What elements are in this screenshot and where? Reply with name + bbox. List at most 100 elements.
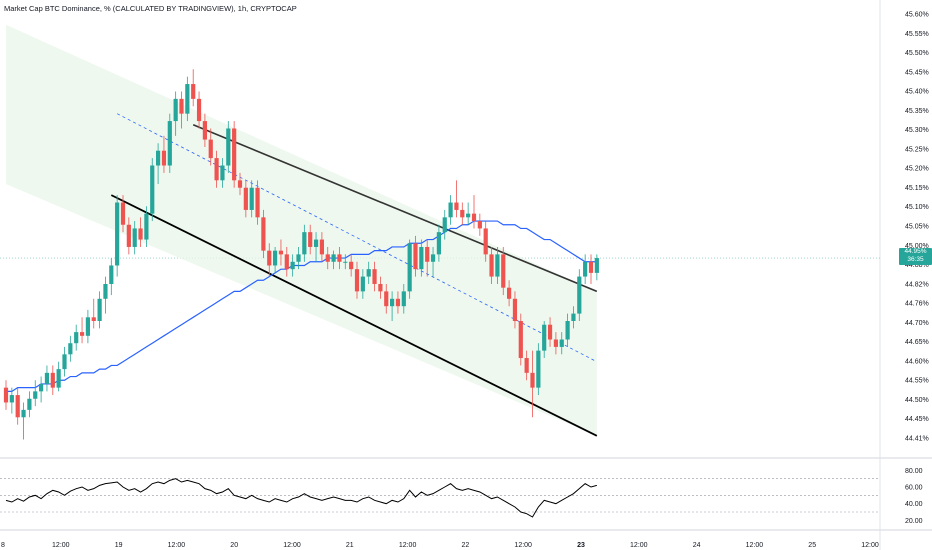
channel-fill xyxy=(6,24,597,436)
price-axis[interactable]: 45.60% 45.55% 45.50% 45.45% 45.40% 45.35% 45.3… xyxy=(905,12,929,525)
candle xyxy=(419,239,424,277)
candle-body xyxy=(15,395,20,418)
candle xyxy=(115,195,120,277)
candle-body xyxy=(243,187,248,210)
candle xyxy=(167,113,172,173)
candle xyxy=(237,172,243,196)
time-axis[interactable]: 8 12:00 19 12:00 20 12:00 21 12:00 22 12:00 23 12:0… xyxy=(1,542,879,549)
candle-body xyxy=(3,387,9,403)
candle-body xyxy=(542,324,547,351)
candle-body xyxy=(91,317,96,322)
candle-body xyxy=(583,261,588,277)
candle xyxy=(290,254,295,277)
candle-body xyxy=(530,372,535,388)
candle-body xyxy=(512,298,518,322)
candle-body xyxy=(56,369,61,388)
candle xyxy=(524,350,529,381)
candle-body xyxy=(284,254,289,270)
candle-body xyxy=(132,228,137,247)
candle-body xyxy=(261,217,266,251)
candle-body xyxy=(577,276,582,314)
candle xyxy=(33,380,38,407)
candle-body xyxy=(483,228,488,255)
candle-body xyxy=(495,254,500,277)
candle-body xyxy=(354,269,360,292)
candle-body xyxy=(115,202,120,266)
candle xyxy=(507,280,512,307)
candle-body xyxy=(68,343,73,355)
candle-body xyxy=(390,298,395,307)
candle xyxy=(103,276,108,314)
candle-body xyxy=(21,409,26,418)
candle-body xyxy=(337,254,342,262)
time-tick-label: 22 xyxy=(462,542,470,549)
time-tick-label: 24 xyxy=(693,542,701,549)
candle xyxy=(3,380,9,410)
candle xyxy=(202,113,207,147)
candle-body xyxy=(372,269,377,284)
candle xyxy=(571,306,576,329)
candle-body xyxy=(553,339,558,347)
candle xyxy=(273,246,278,273)
candle xyxy=(372,261,377,292)
price-tick-label: 45.45% xyxy=(905,69,929,76)
candle xyxy=(448,195,453,225)
candle xyxy=(179,91,184,129)
candle-body xyxy=(196,98,202,122)
price-tick-label: 44.82% xyxy=(905,281,929,288)
candle xyxy=(185,76,190,122)
candle xyxy=(27,391,32,418)
candle-body xyxy=(296,254,301,262)
time-tick-label: 8 xyxy=(1,542,5,549)
price-tick-label: 44.70% xyxy=(905,320,929,327)
candle xyxy=(308,224,313,255)
candle xyxy=(296,246,301,270)
candle xyxy=(255,180,260,225)
candle-body xyxy=(524,358,529,373)
candle xyxy=(74,324,79,351)
candle-body xyxy=(290,261,295,270)
candle-body xyxy=(220,165,225,181)
candle-body xyxy=(471,213,477,222)
candle-body xyxy=(536,350,541,388)
candle-body xyxy=(477,221,482,229)
candle xyxy=(360,269,365,299)
candle xyxy=(97,291,102,329)
candle xyxy=(559,332,564,355)
candle xyxy=(214,150,219,188)
parallel-channel[interactable] xyxy=(6,24,598,437)
candle-body xyxy=(44,372,50,384)
candle-body xyxy=(442,217,447,233)
time-tick-label: 12:00 xyxy=(630,542,648,549)
candle xyxy=(109,258,114,296)
candle xyxy=(413,235,418,277)
candle xyxy=(407,239,412,299)
time-tick-label: 12:00 xyxy=(52,542,70,549)
candle-body xyxy=(202,121,207,140)
candle xyxy=(553,332,558,355)
candle-body xyxy=(173,98,178,122)
candle xyxy=(173,91,178,136)
candle xyxy=(331,250,336,270)
chart-title: Market Cap BTC Dominance, % (CALCULATED … xyxy=(4,4,297,13)
candle-body xyxy=(343,261,348,263)
candle xyxy=(384,283,389,314)
price-tick-label: 45.20% xyxy=(905,166,929,173)
price-tick-label: 44.60% xyxy=(905,358,929,365)
candle xyxy=(126,217,131,255)
candle xyxy=(79,317,85,344)
candle xyxy=(337,246,342,270)
candle-body xyxy=(103,283,108,299)
candle xyxy=(542,321,547,359)
candle-body xyxy=(395,298,401,307)
candle xyxy=(530,350,535,418)
candle-body xyxy=(126,224,131,247)
candle xyxy=(156,143,161,185)
candle-body xyxy=(571,313,576,322)
rsi-tick-label: 60.00 xyxy=(905,485,923,492)
candle xyxy=(536,343,541,396)
candle-body xyxy=(565,321,570,340)
candle-body xyxy=(407,243,412,292)
candle xyxy=(39,376,44,403)
rsi-line xyxy=(5,478,597,518)
